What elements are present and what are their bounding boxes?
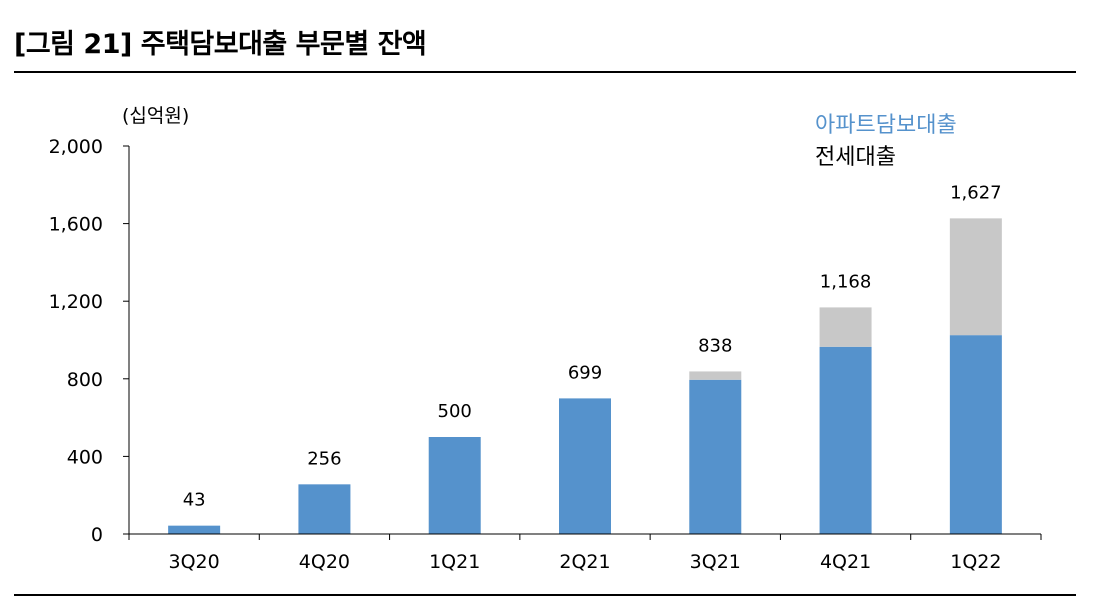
y-tick-label-800: 800 [67,369,103,391]
y-tick-label-1600: 1,600 [49,214,103,236]
bar-apartment-2Q21 [559,398,611,534]
x-tick-label-3Q21: 3Q21 [690,551,741,573]
top-rule [14,71,1076,73]
legend-apartment: 아파트담보대출 [815,113,957,138]
bar-total-label-4Q21: 1,168 [820,271,872,292]
x-tick-label-3Q20: 3Q20 [169,551,220,573]
bar-jeonse-3Q21 [689,371,742,380]
bar-total-label-1Q21: 500 [438,401,472,422]
x-tick-label-4Q20: 4Q20 [299,551,350,573]
bar-apartment-4Q20 [298,484,351,534]
bar-total-label-3Q20: 43 [183,490,206,511]
bar-total-label-1Q22: 1,627 [950,182,1002,203]
y-tick-label-2000: 2,000 [49,136,103,158]
bar-total-label-2Q21: 699 [568,362,602,383]
y-tick-label-0: 0 [91,524,103,546]
bar-total-label-3Q21: 838 [698,335,732,356]
legend-jeonse: 전세대출 [815,145,896,170]
bar-apartment-1Q22 [949,335,1002,534]
bar-apartment-1Q21 [428,437,481,534]
x-tick-label-2Q21: 2Q21 [559,551,610,573]
bar-total-label-4Q20: 256 [307,448,341,469]
x-tick-label-1Q22: 1Q22 [950,551,1001,573]
bottom-rule [14,594,1076,596]
bar-jeonse-4Q21 [819,307,872,347]
y-axis: 0 400 800 1,200 1,600 2,000 [49,136,130,546]
bar-jeonse-1Q22 [949,218,1002,336]
value-labels-layer: 43 256 500 699 838 1,168 1,627 [183,182,1002,510]
x-tick-label-4Q21: 4Q21 [820,551,871,573]
y-tick-label-400: 400 [67,446,103,468]
x-axis: 3Q20 4Q20 1Q21 2Q21 3Q21 4Q21 1Q22 [128,533,1042,573]
bars-layer [168,218,1002,534]
y-axis-unit-label: (십억원) [122,105,189,127]
y-tick-label-1200: 1,200 [49,291,103,313]
figure-title: [그림 21] 주택담보대출 부문별 잔액 [14,29,427,60]
x-tick-label-1Q21: 1Q21 [429,551,480,573]
bar-apartment-3Q21 [689,379,742,534]
bar-apartment-3Q20 [168,525,221,534]
bar-apartment-4Q21 [819,346,872,534]
